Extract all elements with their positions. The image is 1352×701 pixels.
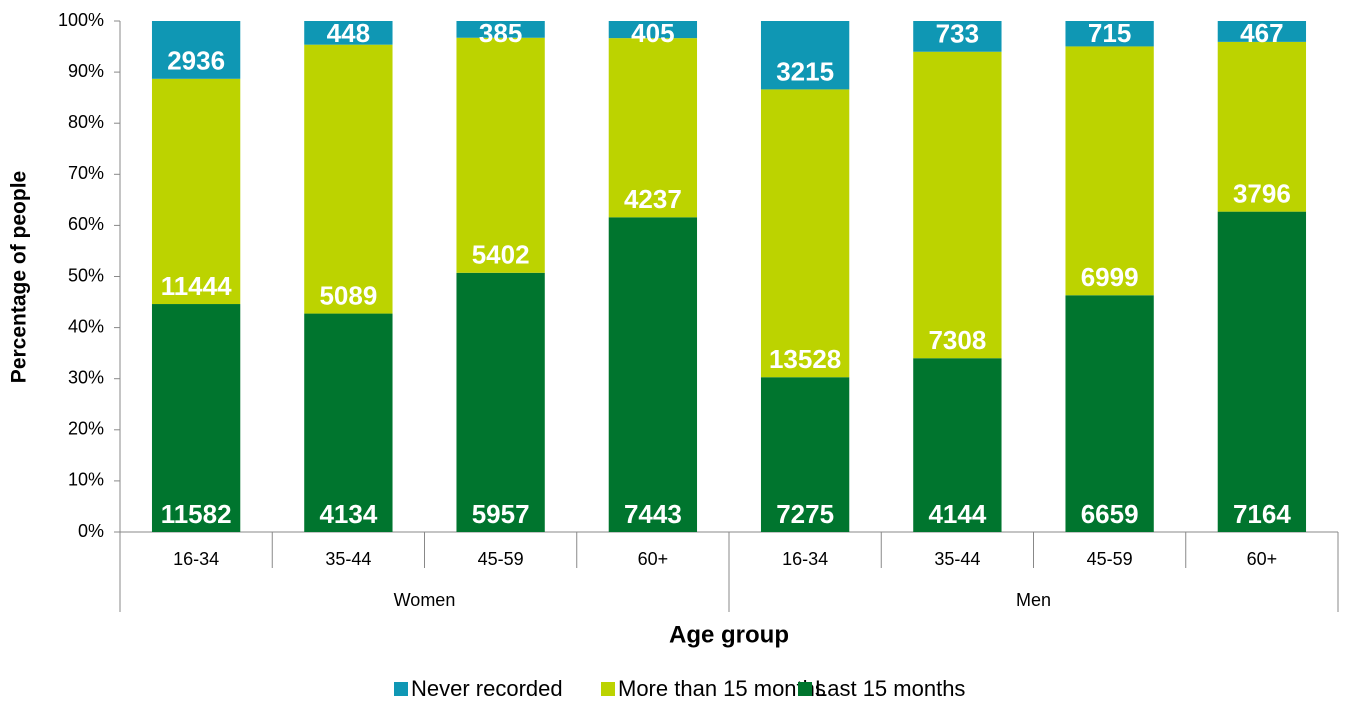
value-label: 7443 <box>624 499 682 529</box>
value-label: 448 <box>327 18 370 48</box>
bar-segment <box>1217 41 1307 212</box>
y-tick-label: 70% <box>68 163 104 183</box>
value-label: 6999 <box>1081 262 1139 292</box>
bar-segment <box>1217 21 1307 42</box>
legend-label: Never recorded <box>411 676 563 701</box>
y-tick-label: 40% <box>68 316 104 336</box>
bar-segment <box>608 38 698 218</box>
value-label: 4237 <box>624 184 682 214</box>
value-label: 4134 <box>319 499 377 529</box>
y-tick-label: 100% <box>58 10 104 30</box>
bar-segment <box>1065 46 1154 296</box>
y-tick-label: 90% <box>68 61 104 81</box>
y-tick-label: 60% <box>68 214 104 234</box>
bar-segment <box>608 217 698 533</box>
y-axis-title: Percentage of people <box>8 171 31 383</box>
y-tick-label: 80% <box>68 112 104 132</box>
value-label: 6659 <box>1081 499 1139 529</box>
x-tick-label: 45-59 <box>478 549 524 569</box>
bar-segment <box>1065 21 1154 47</box>
group-label: Men <box>1016 590 1051 610</box>
x-tick-label: 16-34 <box>782 549 828 569</box>
x-tick-label: 35-44 <box>934 549 980 569</box>
value-label: 3796 <box>1233 179 1291 209</box>
bar-segment <box>1217 211 1307 532</box>
bar-segment <box>760 21 850 90</box>
x-tick-label: 16-34 <box>173 549 219 569</box>
bar-segment <box>151 21 241 79</box>
value-label: 405 <box>631 18 674 48</box>
value-label: 385 <box>479 18 522 48</box>
bar-segment <box>456 272 545 532</box>
legend-swatch <box>394 682 408 696</box>
y-tick-label: 20% <box>68 419 104 439</box>
value-label: 5089 <box>319 280 377 310</box>
y-tick-label: 0% <box>78 521 104 541</box>
x-tick-label: 60+ <box>1247 549 1278 569</box>
value-label: 2936 <box>167 46 225 76</box>
value-label: 467 <box>1240 18 1283 48</box>
legend-swatch <box>798 682 812 696</box>
bar-segment <box>760 89 850 378</box>
bar-segment <box>456 21 545 38</box>
bar-segment <box>151 304 241 532</box>
bar-segment <box>913 21 1002 52</box>
y-tick-label: 10% <box>68 470 104 490</box>
bar-segment <box>304 21 393 45</box>
value-label: 13528 <box>769 344 841 374</box>
y-tick-label: 30% <box>68 367 104 387</box>
bar-segment <box>608 21 698 39</box>
value-label: 5402 <box>472 240 530 270</box>
bar-segment <box>304 313 393 532</box>
value-label: 733 <box>936 19 979 49</box>
legend-swatch <box>601 682 615 696</box>
value-label: 11444 <box>161 271 232 301</box>
bar-segment <box>456 37 545 273</box>
bar-segment <box>151 78 241 305</box>
value-label: 7164 <box>1233 499 1291 529</box>
bar-segment <box>1065 295 1154 532</box>
value-label: 11582 <box>161 499 232 529</box>
value-label: 715 <box>1088 18 1131 48</box>
x-tick-label: 45-59 <box>1087 549 1133 569</box>
legend-label: Last 15 months <box>815 676 965 701</box>
value-label: 3215 <box>776 56 834 86</box>
value-label: 7275 <box>776 499 834 529</box>
y-tick-label: 50% <box>68 265 104 285</box>
bar-segment <box>913 358 1002 532</box>
bar-segment <box>760 377 850 532</box>
x-tick-label: 60+ <box>638 549 669 569</box>
x-axis-title: Age group <box>669 621 789 648</box>
bar-segment <box>913 51 1002 359</box>
value-label: 5957 <box>472 499 530 529</box>
value-label: 7308 <box>928 325 986 355</box>
bar-segment <box>304 44 393 314</box>
group-label: Women <box>394 590 456 610</box>
x-tick-label: 35-44 <box>325 549 371 569</box>
legend-label: More than 15 months <box>618 676 826 701</box>
value-label: 4144 <box>928 499 986 529</box>
